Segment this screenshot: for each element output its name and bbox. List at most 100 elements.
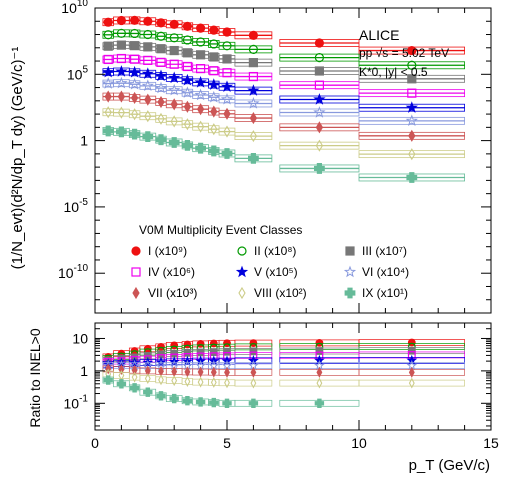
data-point [103, 41, 113, 51]
data-point [181, 86, 194, 98]
data-point [247, 152, 259, 164]
x-tick-label: 15 [483, 435, 499, 451]
ratio-y-axis-title: Ratio to INEL>0 [27, 328, 43, 427]
ratio-point [209, 339, 218, 348]
y-tick-label: 10 [72, 330, 88, 346]
data-point [116, 15, 127, 26]
data-point [196, 103, 205, 116]
data-point [405, 114, 418, 127]
data-point [408, 148, 416, 161]
ratio-point [407, 346, 416, 355]
data-point [313, 163, 325, 174]
data-point [210, 123, 218, 136]
data-point [314, 52, 324, 63]
legend-label: V (x10⁵) [254, 265, 298, 279]
ratio-point [408, 366, 415, 378]
data-point [130, 54, 140, 64]
ratio-point [314, 398, 325, 408]
ratio-point [209, 397, 219, 408]
ratio-point [143, 387, 153, 397]
x-axis-title: p_T (GeV/c) [409, 457, 490, 474]
data-point [315, 121, 324, 134]
data-point [102, 65, 115, 78]
data-point [195, 142, 207, 154]
data-point [130, 91, 139, 104]
ratio-series-9 [102, 375, 360, 408]
y-tick-label: 10-1 [64, 393, 89, 411]
data-point [129, 128, 141, 140]
data-point [248, 30, 258, 40]
series-9 [102, 125, 465, 183]
data-point [144, 93, 152, 106]
data-point [247, 97, 260, 109]
tick-base: 10 [61, 0, 77, 16]
y-tick-label: 1 [80, 363, 88, 379]
ratio-point [195, 397, 206, 407]
data-point [407, 88, 417, 98]
data-point [169, 19, 179, 29]
data-point [207, 90, 220, 103]
ratio-point [171, 375, 178, 387]
data-point [313, 106, 326, 118]
data-point [169, 45, 179, 56]
ratio-series-7 [102, 363, 465, 378]
data-point [208, 145, 220, 157]
ratio-syst-box [181, 378, 194, 385]
data-point [181, 139, 193, 151]
ratio-point [182, 396, 193, 406]
data-point [128, 77, 141, 90]
legend-title: V0M Multiplicity Event Classes [139, 223, 302, 237]
ratio-series-8 [102, 368, 465, 389]
tick-base: 10 [64, 395, 80, 411]
ratio-point [144, 373, 151, 385]
data-point [248, 71, 258, 82]
series-2 [102, 28, 465, 70]
tick-base: 10 [67, 66, 83, 82]
data-point [116, 53, 127, 64]
data-point [168, 83, 181, 96]
data-point [103, 30, 113, 40]
data-point [156, 57, 166, 67]
data-point [168, 71, 181, 84]
legend-label: III (x10⁷) [362, 244, 407, 258]
ratio-point [316, 377, 323, 389]
legend-label: VI (x10⁴) [362, 265, 409, 279]
data-point [115, 65, 128, 77]
data-point [314, 38, 324, 48]
data-point [196, 37, 206, 47]
data-point [405, 101, 418, 113]
data-point [222, 54, 232, 64]
data-point [142, 131, 154, 143]
ratio-syst-box [165, 377, 183, 384]
ratio-point [103, 375, 113, 385]
x-tick-label: 5 [223, 435, 231, 451]
ratio-point [196, 348, 205, 357]
tick-base: 10 [58, 265, 74, 281]
legend-label: IX (x10¹) [362, 286, 408, 300]
tick-exponent: -10 [74, 263, 89, 274]
data-point [194, 88, 207, 101]
data-point [406, 172, 418, 183]
data-point [408, 129, 416, 142]
data-point [154, 69, 168, 82]
ratio-panel [94, 322, 492, 431]
data-point [209, 39, 219, 49]
ratio-point [222, 398, 232, 408]
data-point [181, 73, 194, 86]
spectra-y-axis-title: (1/N_evt)(d²N/dp_T dy) (GeV/c)⁻¹ [9, 47, 26, 270]
data-point [116, 126, 127, 138]
data-point [141, 79, 154, 92]
tick-exponent: 10 [77, 0, 89, 9]
ratio-point [210, 366, 217, 378]
data-point [182, 35, 192, 45]
ratio-point [224, 366, 230, 378]
data-point [182, 61, 192, 72]
data-point [222, 68, 232, 78]
ratio-syst-box [234, 379, 273, 387]
data-point [223, 125, 231, 138]
legend-marker [235, 265, 249, 278]
y-tick-label: 10-5 [64, 197, 89, 215]
data-point [130, 15, 140, 25]
